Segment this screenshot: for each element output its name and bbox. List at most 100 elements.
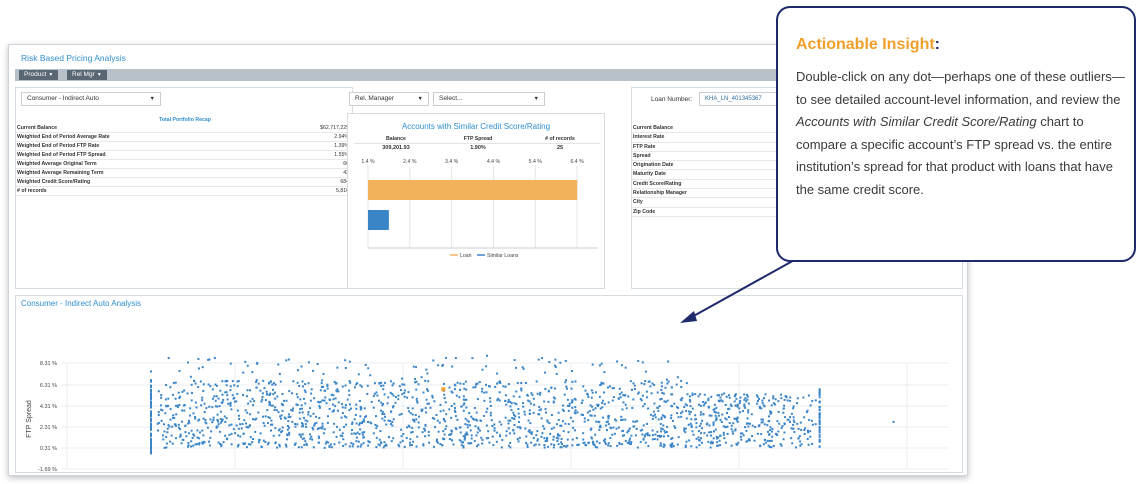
- scatter-point: [485, 391, 488, 394]
- scatter-point: [281, 409, 284, 412]
- scatter-point: [436, 419, 439, 422]
- scatter-point: [714, 411, 717, 414]
- scatter-point: [182, 438, 185, 441]
- scatter-point: [341, 432, 344, 435]
- recap-row-value: 1.55%: [334, 152, 349, 158]
- scatter-point: [595, 391, 598, 394]
- scatter-point: [375, 427, 378, 430]
- scatter-point: [218, 442, 221, 445]
- scatter-point: [156, 422, 159, 425]
- scatter-point: [280, 403, 283, 406]
- chevron-down-icon: ▼: [533, 96, 539, 102]
- scatter-point: [772, 402, 775, 405]
- scatter-point: [257, 441, 260, 444]
- scatter-point: [392, 394, 395, 397]
- scatter-point: [629, 442, 632, 445]
- scatter-point: [582, 414, 585, 417]
- scatter-point: [196, 436, 199, 439]
- scatter-point: [422, 391, 425, 394]
- scatter-point: [489, 414, 492, 417]
- scatter-point: [788, 399, 791, 402]
- scatter-y-tick-label: 0.31 %: [40, 446, 57, 452]
- scatter-point: [251, 397, 254, 400]
- scatter-point: [591, 440, 594, 443]
- scatter-point: [683, 427, 686, 430]
- scatter-point: [589, 414, 592, 417]
- scatter-point: [567, 423, 570, 426]
- scatter-point: [219, 421, 222, 424]
- scatter-point: [641, 428, 644, 431]
- scatter-point: [150, 415, 152, 418]
- scatter-point: [279, 380, 282, 383]
- product-select[interactable]: Consumer - Indirect Auto ▼: [21, 92, 161, 106]
- scatter-point: [453, 409, 456, 412]
- scatter-point: [699, 422, 702, 425]
- scatter-chart[interactable]: 8.31 %6.31 %4.31 %2.31 %0.31 %-1.69 %575…: [17, 311, 957, 471]
- scatter-point: [150, 428, 152, 431]
- scatter-point: [225, 417, 228, 420]
- scatter-point: [304, 391, 307, 394]
- loan-number-value: KHA_LN_401345367: [705, 96, 762, 102]
- scatter-point: [181, 409, 184, 412]
- scatter-point: [576, 443, 579, 446]
- scatter-point: [485, 437, 488, 440]
- recap-row: Weighted Credit Score/Rating 684: [15, 178, 353, 187]
- scatter-point: [439, 403, 442, 406]
- scatter-point: [571, 369, 574, 372]
- scatter-point: [659, 436, 662, 439]
- scatter-point: [424, 435, 427, 438]
- scatter-point: [309, 433, 312, 436]
- scatter-point: [612, 396, 615, 399]
- scatter-point: [304, 383, 307, 386]
- scatter-point: [793, 430, 796, 433]
- scatter-point: [761, 399, 764, 402]
- scatter-point: [637, 392, 640, 395]
- loan-number-input[interactable]: KHA_LN_401345367: [699, 92, 779, 106]
- scatter-point: [164, 398, 167, 401]
- scatter-point: [237, 427, 240, 430]
- scatter-point: [321, 427, 324, 430]
- scatter-point: [320, 382, 323, 385]
- scatter-point: [733, 417, 736, 420]
- scatter-point: [504, 385, 507, 388]
- scatter-point: [336, 390, 339, 393]
- scatter-point: [577, 443, 580, 446]
- scatter-point: [683, 406, 686, 409]
- scatter-point: [297, 446, 300, 449]
- menu-product[interactable]: Product ▼: [19, 70, 59, 80]
- scatter-point: [602, 439, 605, 442]
- rel-manager-select[interactable]: Rel. Manager ▼: [349, 92, 429, 106]
- scatter-point: [771, 435, 774, 438]
- scatter-point: [796, 422, 799, 425]
- scatter-point: [715, 406, 718, 409]
- scatter-point: [224, 391, 227, 394]
- rel-manager-value-select[interactable]: Select... ▼: [433, 92, 545, 106]
- scatter-point: [302, 416, 305, 419]
- menu-rel-mgr[interactable]: Rel Mgr ▼: [67, 70, 107, 80]
- scatter-point: [619, 396, 622, 399]
- scatter-point: [398, 445, 401, 448]
- scatter-point: [538, 443, 541, 446]
- scatter-point: [799, 440, 802, 443]
- scatter-point: [694, 393, 697, 396]
- scatter-point: [504, 399, 507, 402]
- scatter-point: [467, 420, 470, 423]
- scatter-point: [281, 393, 284, 396]
- scatter-point: [351, 422, 354, 425]
- scatter-point: [264, 415, 267, 418]
- scatter-point: [720, 421, 723, 424]
- scatter-point: [738, 401, 741, 404]
- scatter-point: [166, 431, 169, 434]
- scatter-point: [284, 417, 287, 420]
- scatter-point: [560, 443, 563, 446]
- scatter-point: [324, 442, 327, 445]
- scatter-point: [782, 411, 785, 414]
- scatter-point: [666, 399, 669, 402]
- scatter-point: [244, 409, 247, 412]
- scatter-point: [527, 419, 530, 422]
- scatter-point: [818, 438, 821, 441]
- scatter-point: [646, 432, 649, 435]
- scatter-point: [315, 421, 318, 424]
- scatter-point: [721, 400, 724, 403]
- scatter-point: [513, 402, 516, 405]
